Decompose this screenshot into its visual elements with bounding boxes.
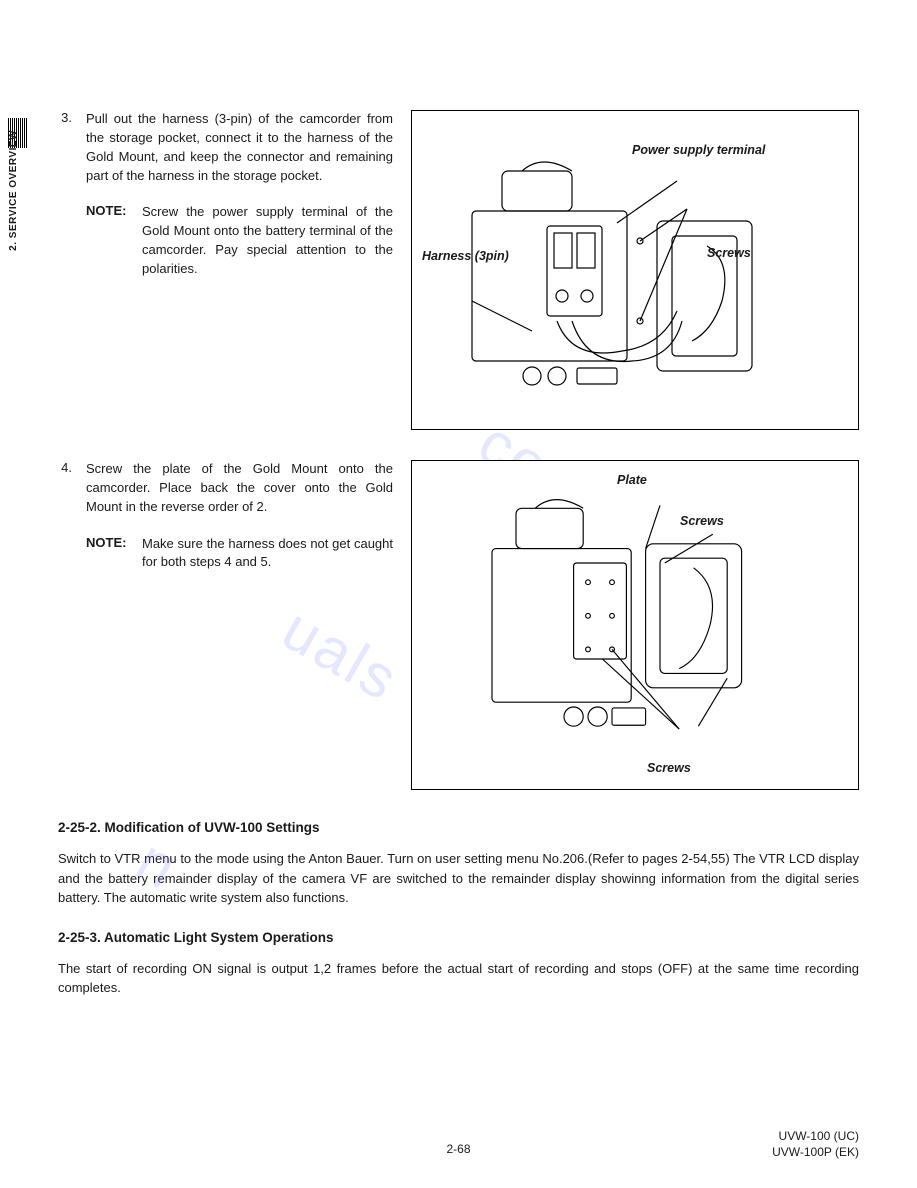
figure-2: Plate Screws Screws <box>411 460 859 790</box>
step-4-note: NOTE: Make sure the harness does not get… <box>58 535 393 573</box>
callout-harness: Harness (3pin) <box>422 249 509 263</box>
camcorder-diagram-1 <box>462 151 762 391</box>
step-number: 4. <box>58 460 72 517</box>
note-text: Screw the power supply terminal of the G… <box>142 203 393 278</box>
footer-line-2: UVW-100P (EK) <box>772 1144 859 1160</box>
heading-2-25-2: 2-25-2. Modification of UVW-100 Settings <box>58 820 859 835</box>
step-3-item: 3. Pull out the harness (3-pin) of the c… <box>58 110 393 185</box>
callout-screws: Screws <box>707 246 751 260</box>
step-number: 3. <box>58 110 72 185</box>
footer-model: UVW-100 (UC) UVW-100P (EK) <box>772 1128 859 1160</box>
step-4-row: 4. Screw the plate of the Gold Mount ont… <box>58 460 859 790</box>
footer-line-1: UVW-100 (UC) <box>772 1128 859 1144</box>
note-label: NOTE: <box>86 535 132 573</box>
heading-2-25-3: 2-25-3. Automatic Light System Operation… <box>58 930 859 945</box>
step-text: Pull out the harness (3-pin) of the camc… <box>86 110 393 185</box>
body-2-25-2: Switch to VTR menu to the mode using the… <box>58 849 859 908</box>
callout-plate: Plate <box>617 473 647 487</box>
figure-2-column: Plate Screws Screws <box>411 460 859 790</box>
side-chapter-tab: 2. SERVICE OVERVIEW <box>8 130 19 251</box>
figure-1: Power supply terminal Harness (3pin) Scr… <box>411 110 859 430</box>
callout-screws-bottom: Screws <box>647 761 691 775</box>
step-4-text-column: 4. Screw the plate of the Gold Mount ont… <box>58 460 393 790</box>
body-2-25-3: The start of recording ON signal is outp… <box>58 959 859 998</box>
step-4-item: 4. Screw the plate of the Gold Mount ont… <box>58 460 393 517</box>
page-number: 2-68 <box>446 1142 470 1156</box>
figure-1-column: Power supply terminal Harness (3pin) Scr… <box>411 110 859 430</box>
step-text: Screw the plate of the Gold Mount onto t… <box>86 460 393 517</box>
step-3-note: NOTE: Screw the power supply terminal of… <box>58 203 393 278</box>
callout-screws-top: Screws <box>680 514 724 528</box>
note-label: NOTE: <box>86 203 132 278</box>
note-text: Make sure the harness does not get caugh… <box>142 535 393 573</box>
step-3-text-column: 3. Pull out the harness (3-pin) of the c… <box>58 110 393 430</box>
callout-power-supply: Power supply terminal <box>632 143 765 157</box>
step-3-row: 3. Pull out the harness (3-pin) of the c… <box>58 110 859 430</box>
